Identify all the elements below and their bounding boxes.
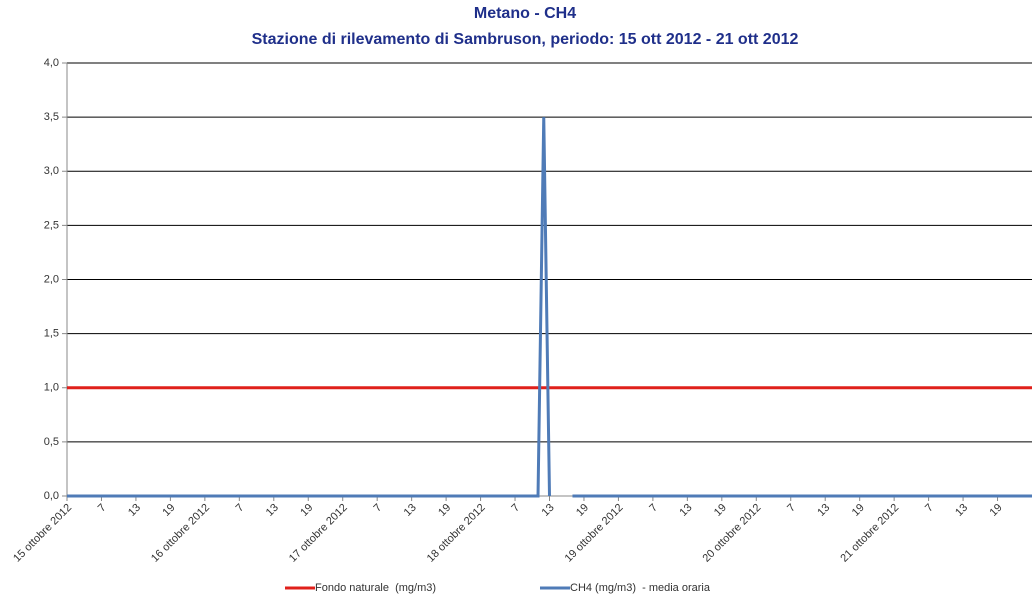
x-tick-label: 19 — [850, 502, 867, 519]
x-tick-label: 7 — [647, 502, 660, 515]
x-tick-label: 7 — [923, 502, 936, 515]
chart-subtitle: Stazione di rilevamento di Sambruson, pe… — [252, 31, 799, 48]
x-tick-label: 16 ottobre 2012 — [149, 502, 212, 565]
x-tick-label: 19 — [160, 502, 177, 519]
y-tick-label: 4,0 — [44, 57, 59, 69]
x-tick-label: 13 — [953, 502, 970, 519]
y-tick-label: 2,5 — [44, 219, 59, 231]
x-tick-label: 19 — [574, 502, 591, 519]
x-tick-label: 7 — [234, 502, 247, 515]
series-line — [67, 117, 551, 498]
y-tick-label: 0,5 — [44, 436, 59, 448]
x-tick-label: 13 — [540, 502, 557, 519]
y-tick-label: 0,0 — [44, 490, 59, 502]
x-tick-label: 17 ottobre 2012 — [287, 502, 350, 565]
x-tick-label: 21 ottobre 2012 — [838, 502, 901, 565]
legend-label: Fondo naturale (mg/m3) — [315, 582, 436, 594]
y-tick-label: 3,0 — [44, 165, 59, 177]
x-tick-label: 7 — [96, 502, 109, 515]
x-tick-label: 7 — [372, 502, 385, 515]
chart-title: Metano - CH4 — [474, 5, 576, 22]
x-tick-label: 13 — [126, 502, 143, 519]
x-tick-label: 18 ottobre 2012 — [425, 502, 488, 565]
x-tick-label: 19 ottobre 2012 — [563, 502, 626, 565]
y-tick-label: 3,5 — [44, 111, 59, 123]
y-tick-label: 1,0 — [44, 382, 59, 394]
x-tick-label: 7 — [785, 502, 798, 515]
x-tick-label: 19 — [436, 502, 453, 519]
x-tick-label: 7 — [509, 502, 522, 515]
x-tick-label: 19 — [298, 502, 315, 519]
x-tick-label: 13 — [264, 502, 281, 519]
legend-label: CH4 (mg/m3) - media oraria — [570, 582, 711, 594]
x-tick-label: 13 — [402, 502, 419, 519]
x-tick-label: 19 — [712, 502, 729, 519]
y-tick-label: 2,0 — [44, 273, 59, 285]
x-tick-label: 15 ottobre 2012 — [11, 502, 74, 565]
y-tick-label: 1,5 — [44, 328, 59, 340]
x-tick-label: 20 ottobre 2012 — [700, 502, 763, 565]
x-tick-label: 19 — [988, 502, 1005, 519]
x-tick-label: 13 — [815, 502, 832, 519]
x-tick-label: 13 — [677, 502, 694, 519]
